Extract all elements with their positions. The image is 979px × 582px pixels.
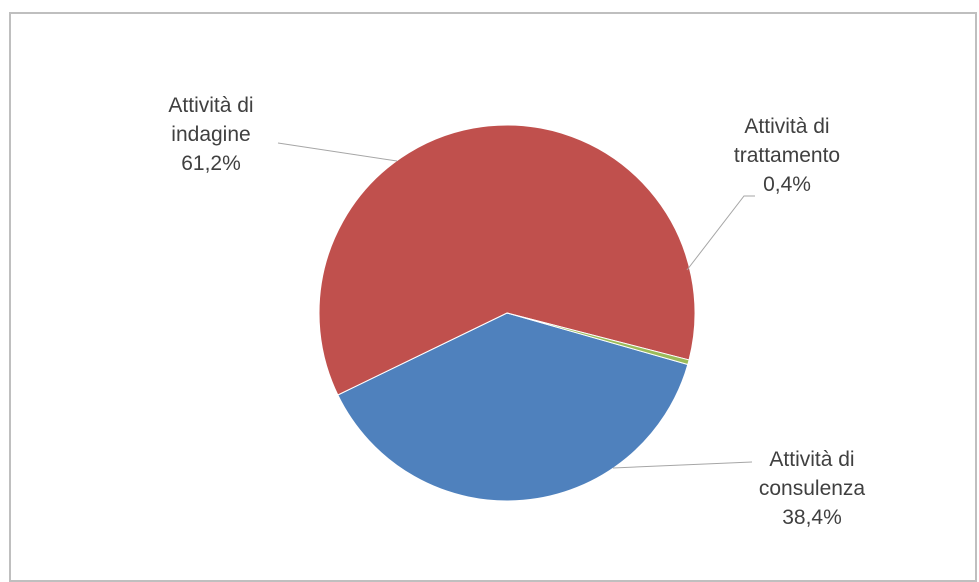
data-label-value: 38,4% [782, 506, 842, 529]
data-label-value: 0,4% [763, 173, 811, 196]
data-labels: Attività di consulenza 38,4% Attività di ind… [168, 94, 865, 529]
pie-slice-0 [337, 312, 689, 502]
leader-lines [277, 142, 755, 469]
data-label-category-line: Attività di [168, 94, 253, 117]
data-label-category-line: trattamento [734, 144, 840, 167]
data-label-2: Attività di trattamento 0,4% [734, 115, 840, 196]
pie-slice-1 [318, 124, 696, 396]
pie-slices [318, 124, 696, 502]
data-label-category-line: Attività di [744, 115, 829, 138]
leader-line-2 [686, 195, 755, 271]
data-label-1: Attività di indagine 61,2% [168, 94, 253, 175]
leader-line-0 [612, 461, 753, 469]
data-label-category-line: Attività di [769, 448, 854, 471]
data-label-0: Attività di consulenza 38,4% [759, 448, 866, 529]
data-label-category-line: consulenza [759, 477, 866, 500]
data-label-category-line: indagine [171, 123, 250, 146]
leader-line-1 [277, 142, 398, 162]
data-label-value: 61,2% [181, 152, 241, 175]
pie-slice-2 [506, 312, 690, 366]
